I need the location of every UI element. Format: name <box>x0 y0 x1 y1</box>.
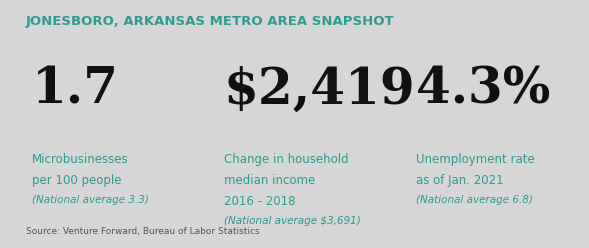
Text: 2016 - 2018: 2016 - 2018 <box>224 195 295 208</box>
Text: as of Jan. 2021: as of Jan. 2021 <box>416 174 503 187</box>
Text: (National average 6.8): (National average 6.8) <box>416 195 532 205</box>
Text: Change in household: Change in household <box>224 153 348 166</box>
Text: median income: median income <box>224 174 315 187</box>
Text: 4.3%: 4.3% <box>416 66 550 115</box>
Text: Source: Venture Forward, Bureau of Labor Statistics: Source: Venture Forward, Bureau of Labor… <box>26 226 260 236</box>
Text: $2,419: $2,419 <box>224 66 415 115</box>
Text: (National average $3,691): (National average $3,691) <box>224 216 360 226</box>
Text: per 100 people: per 100 people <box>32 174 121 187</box>
Text: JONESBORO, ARKANSAS METRO AREA SNAPSHOT: JONESBORO, ARKANSAS METRO AREA SNAPSHOT <box>26 15 395 28</box>
Text: (National average 3.3): (National average 3.3) <box>32 195 149 205</box>
Text: 1.7: 1.7 <box>32 66 119 115</box>
Text: Microbusinesses: Microbusinesses <box>32 153 128 166</box>
Text: Unemployment rate: Unemployment rate <box>416 153 534 166</box>
